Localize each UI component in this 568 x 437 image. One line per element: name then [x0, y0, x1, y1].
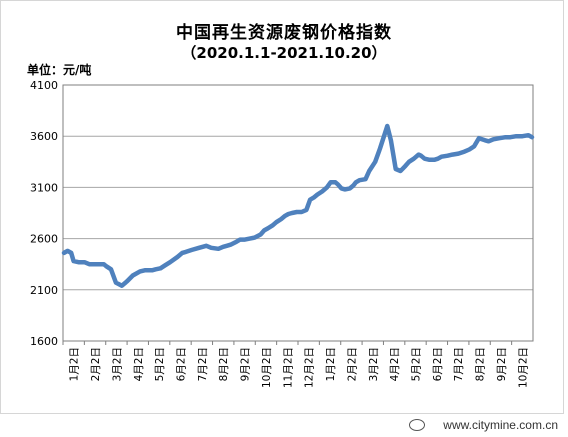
x-axis-ticks: 1月2日 2月2日 3月2日 4月2日 5月2日 6月2日 7月2日 8月2日 9月2日 10月2…: [62, 341, 529, 388]
x-tick-label: 3月2日: [111, 347, 123, 381]
series-line-price-index: [61, 123, 535, 288]
x-tick-label: 3月2日: [368, 347, 380, 381]
y-axis-unit-label: 单位：元/吨: [27, 63, 92, 77]
x-tick-label: 10月2日: [517, 347, 529, 388]
chart-title: 中国再生资源废钢价格指数: [176, 23, 392, 43]
x-tick-label: 1月2日: [69, 347, 81, 381]
x-tick-label: 7月2日: [197, 347, 209, 381]
x-tick-label: 1月2日: [325, 347, 337, 381]
y-tick-label: 2100: [30, 284, 58, 297]
x-tick-label: 4月2日: [133, 347, 145, 381]
watermark-text: www.citymine.com.cn: [443, 418, 558, 432]
y-tick-label: 2600: [30, 233, 58, 246]
x-tick-label: 5月2日: [154, 347, 166, 381]
x-tick-label: 2月2日: [90, 347, 102, 381]
x-tick-label: 9月2日: [496, 347, 508, 381]
x-tick-label: 9月2日: [240, 347, 252, 381]
y-axis-ticks: 1600 2100 2600 3100 3600 4100: [30, 79, 58, 348]
x-tick-label: 4月2日: [389, 347, 401, 381]
x-tick-label: 2月2日: [346, 347, 358, 381]
x-tick-label: 12月2日: [304, 347, 316, 388]
x-tick-label: 7月2日: [453, 347, 465, 381]
plot-area-border: [62, 84, 534, 342]
y-tick-label: 3600: [30, 130, 58, 143]
chart-subtitle: （2020.1.1-2021.10.20）: [181, 44, 387, 62]
y-tick-label: 4100: [30, 79, 58, 92]
y-tick-label: 3100: [30, 181, 58, 194]
gridlines: [63, 135, 533, 291]
x-tick-label: 6月2日: [432, 347, 444, 381]
x-tick-label: 6月2日: [176, 347, 188, 381]
watermark: www.citymine.com.cn: [409, 418, 558, 432]
y-tick-label: 1600: [30, 335, 58, 348]
citymine-logo-icon: [409, 418, 426, 431]
x-tick-label: 8月2日: [218, 347, 230, 381]
x-tick-label: 5月2日: [411, 347, 423, 381]
x-tick-label: 8月2日: [475, 347, 487, 381]
x-tick-label: 10月2日: [261, 347, 273, 388]
x-tick-label: 11月2日: [282, 347, 294, 388]
chart-frame: [0, 0, 564, 414]
